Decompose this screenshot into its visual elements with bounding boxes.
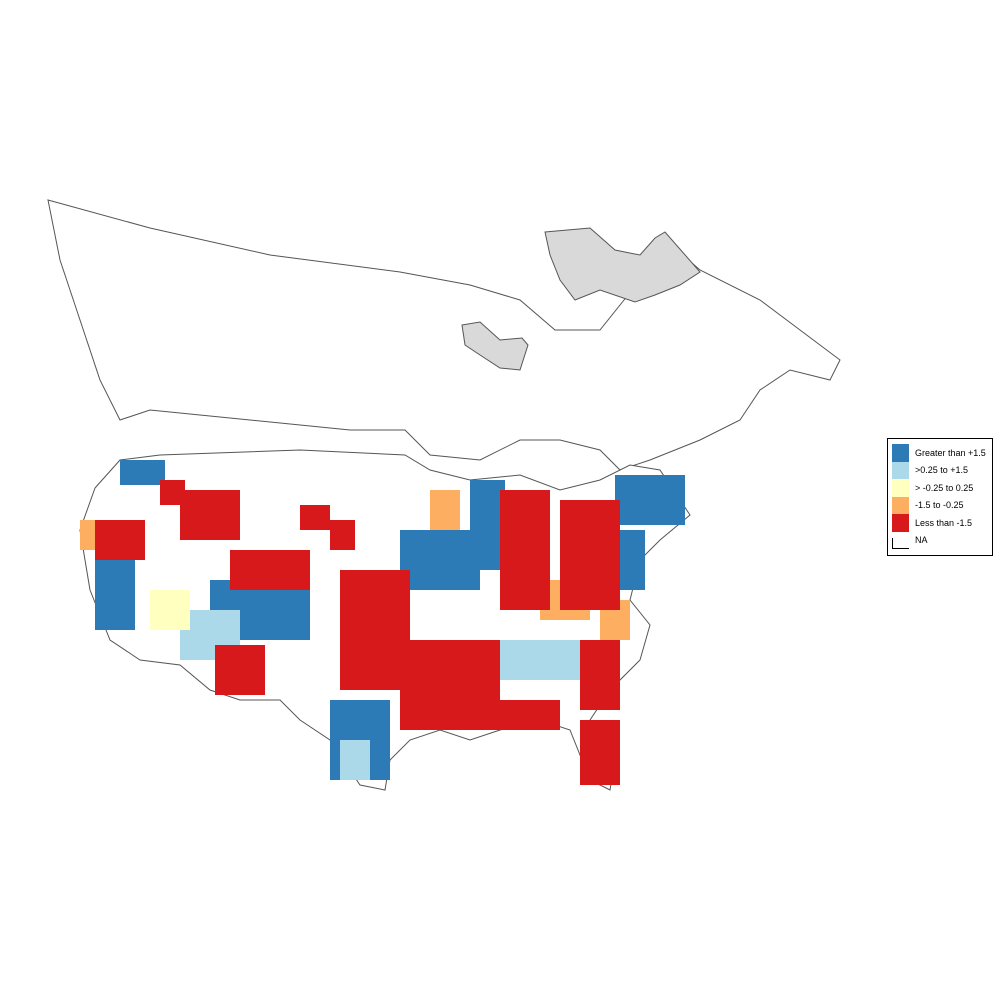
cell-appalachia-red xyxy=(560,500,620,610)
excluded-region-ontario xyxy=(461,321,529,371)
legend-item-greater-than-1-5: Greater than +1.5 xyxy=(892,444,992,462)
cell-great-basin-red xyxy=(230,550,310,590)
cell-texas-lightblue xyxy=(340,740,370,780)
cell-montana-red xyxy=(300,505,330,530)
legend-swatch xyxy=(892,537,909,549)
cell-arizona-red xyxy=(215,645,265,695)
cell-southeast-lightblue xyxy=(500,640,580,680)
cell-northwest-blue xyxy=(120,460,165,485)
cell-plains-red xyxy=(340,570,410,690)
cell-california-red xyxy=(95,520,145,560)
cell-south-red xyxy=(400,640,500,730)
legend-label: Greater than +1.5 xyxy=(915,447,986,458)
map-legend: Greater than +1.5 >0.25 to +1.5 > -0.25 … xyxy=(887,438,993,556)
legend-swatch xyxy=(892,444,909,462)
legend-swatch xyxy=(892,496,909,514)
legend-label: > -0.25 to 0.25 xyxy=(915,482,974,493)
legend-item-0-25-to-1-5: >0.25 to +1.5 xyxy=(892,461,992,479)
legend-swatch xyxy=(892,461,909,479)
legend-label: >0.25 to +1.5 xyxy=(915,465,969,476)
legend-swatch xyxy=(892,514,909,532)
cell-idaho-red xyxy=(180,490,240,540)
cell-ohio-red xyxy=(500,490,550,610)
cell-midwest-blue xyxy=(400,530,480,590)
canada-outline xyxy=(47,199,841,471)
legend-item-neutral: > -0.25 to 0.25 xyxy=(892,479,992,497)
legend-item-less-than-neg-1-5: Less than -1.5 xyxy=(892,514,992,532)
cell-california-blue xyxy=(95,550,135,630)
legend-label: -1.5 to -0.25 xyxy=(915,500,964,511)
cell-dakota-red xyxy=(330,520,355,550)
legend-item-na: NA xyxy=(892,532,992,550)
trend-cells xyxy=(80,460,685,785)
legend-label: NA xyxy=(915,535,928,546)
cell-northeast-blue xyxy=(615,475,685,525)
cell-florida-red xyxy=(580,720,620,785)
cell-northwest-red xyxy=(160,480,185,505)
legend-item-neg-1-5-to-neg-0-25: -1.5 to -0.25 xyxy=(892,496,992,514)
cell-midwest-orange xyxy=(430,490,460,530)
legend-label: Less than -1.5 xyxy=(915,517,973,528)
cell-nevada-yellow xyxy=(150,590,190,630)
cell-gulf-red xyxy=(500,700,560,730)
excluded-region-quebec xyxy=(544,227,701,303)
legend-swatch xyxy=(892,479,909,497)
cell-georgia-red xyxy=(580,640,620,710)
